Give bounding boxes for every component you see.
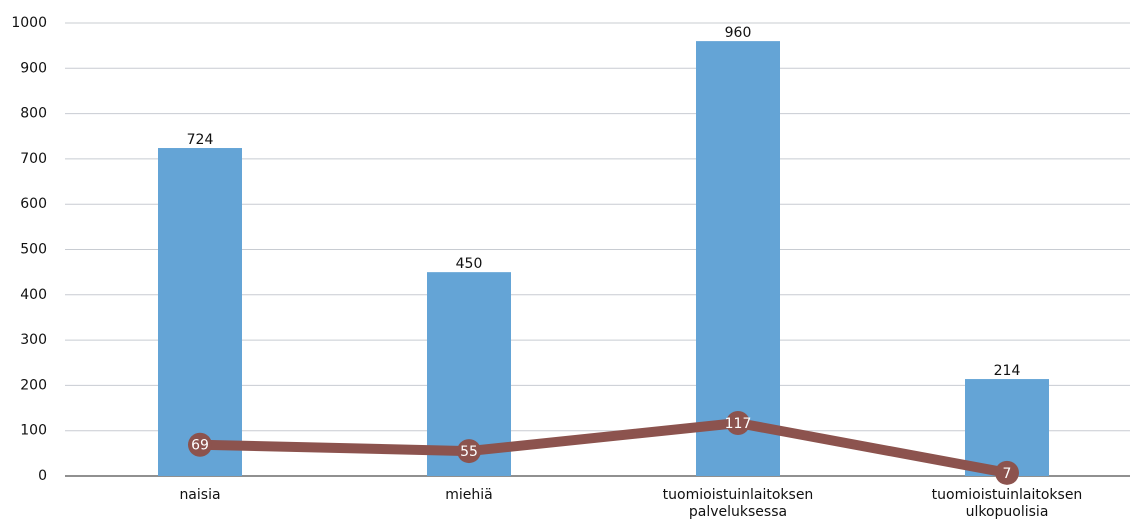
bar-value-label: 960 [725, 25, 752, 41]
y-tick-label: 700 [20, 151, 47, 167]
bar-value-label: 724 [187, 132, 214, 148]
line-value-label: 117 [725, 416, 752, 432]
bar [965, 379, 1049, 476]
y-tick-label: 200 [20, 377, 47, 393]
line-value-label: 7 [1003, 466, 1012, 482]
line-marker [995, 460, 1019, 485]
bar [158, 148, 242, 476]
x-tick-label: naisia [179, 487, 221, 503]
y-tick-label: 600 [20, 196, 47, 212]
bar [696, 41, 780, 477]
x-tick-label: tuomioistuinlaitoksen palveluksessa [662, 487, 814, 520]
line-marker [457, 439, 481, 464]
y-tick-label: 400 [20, 287, 47, 303]
line [199, 417, 1008, 478]
y-tick-label: 900 [20, 60, 47, 76]
line-marker [726, 410, 750, 435]
x-tick-label: tuomioistuinlaitoksen ulkopuolisia [931, 487, 1083, 520]
y-tick-label: 0 [38, 468, 47, 484]
y-tick-label: 1000 [11, 15, 47, 31]
line-value-label: 55 [460, 444, 478, 460]
y-tick-label: 800 [20, 106, 47, 122]
bar-value-label: 450 [456, 256, 483, 272]
bar-value-label: 214 [994, 363, 1021, 379]
x-tick-label: miehiä [445, 487, 493, 503]
line-value-label: 69 [191, 438, 209, 454]
y-tick-label: 500 [20, 242, 47, 258]
y-tick-label: 100 [20, 423, 47, 439]
y-tick-label: 300 [20, 332, 47, 348]
line-marker [188, 432, 212, 457]
